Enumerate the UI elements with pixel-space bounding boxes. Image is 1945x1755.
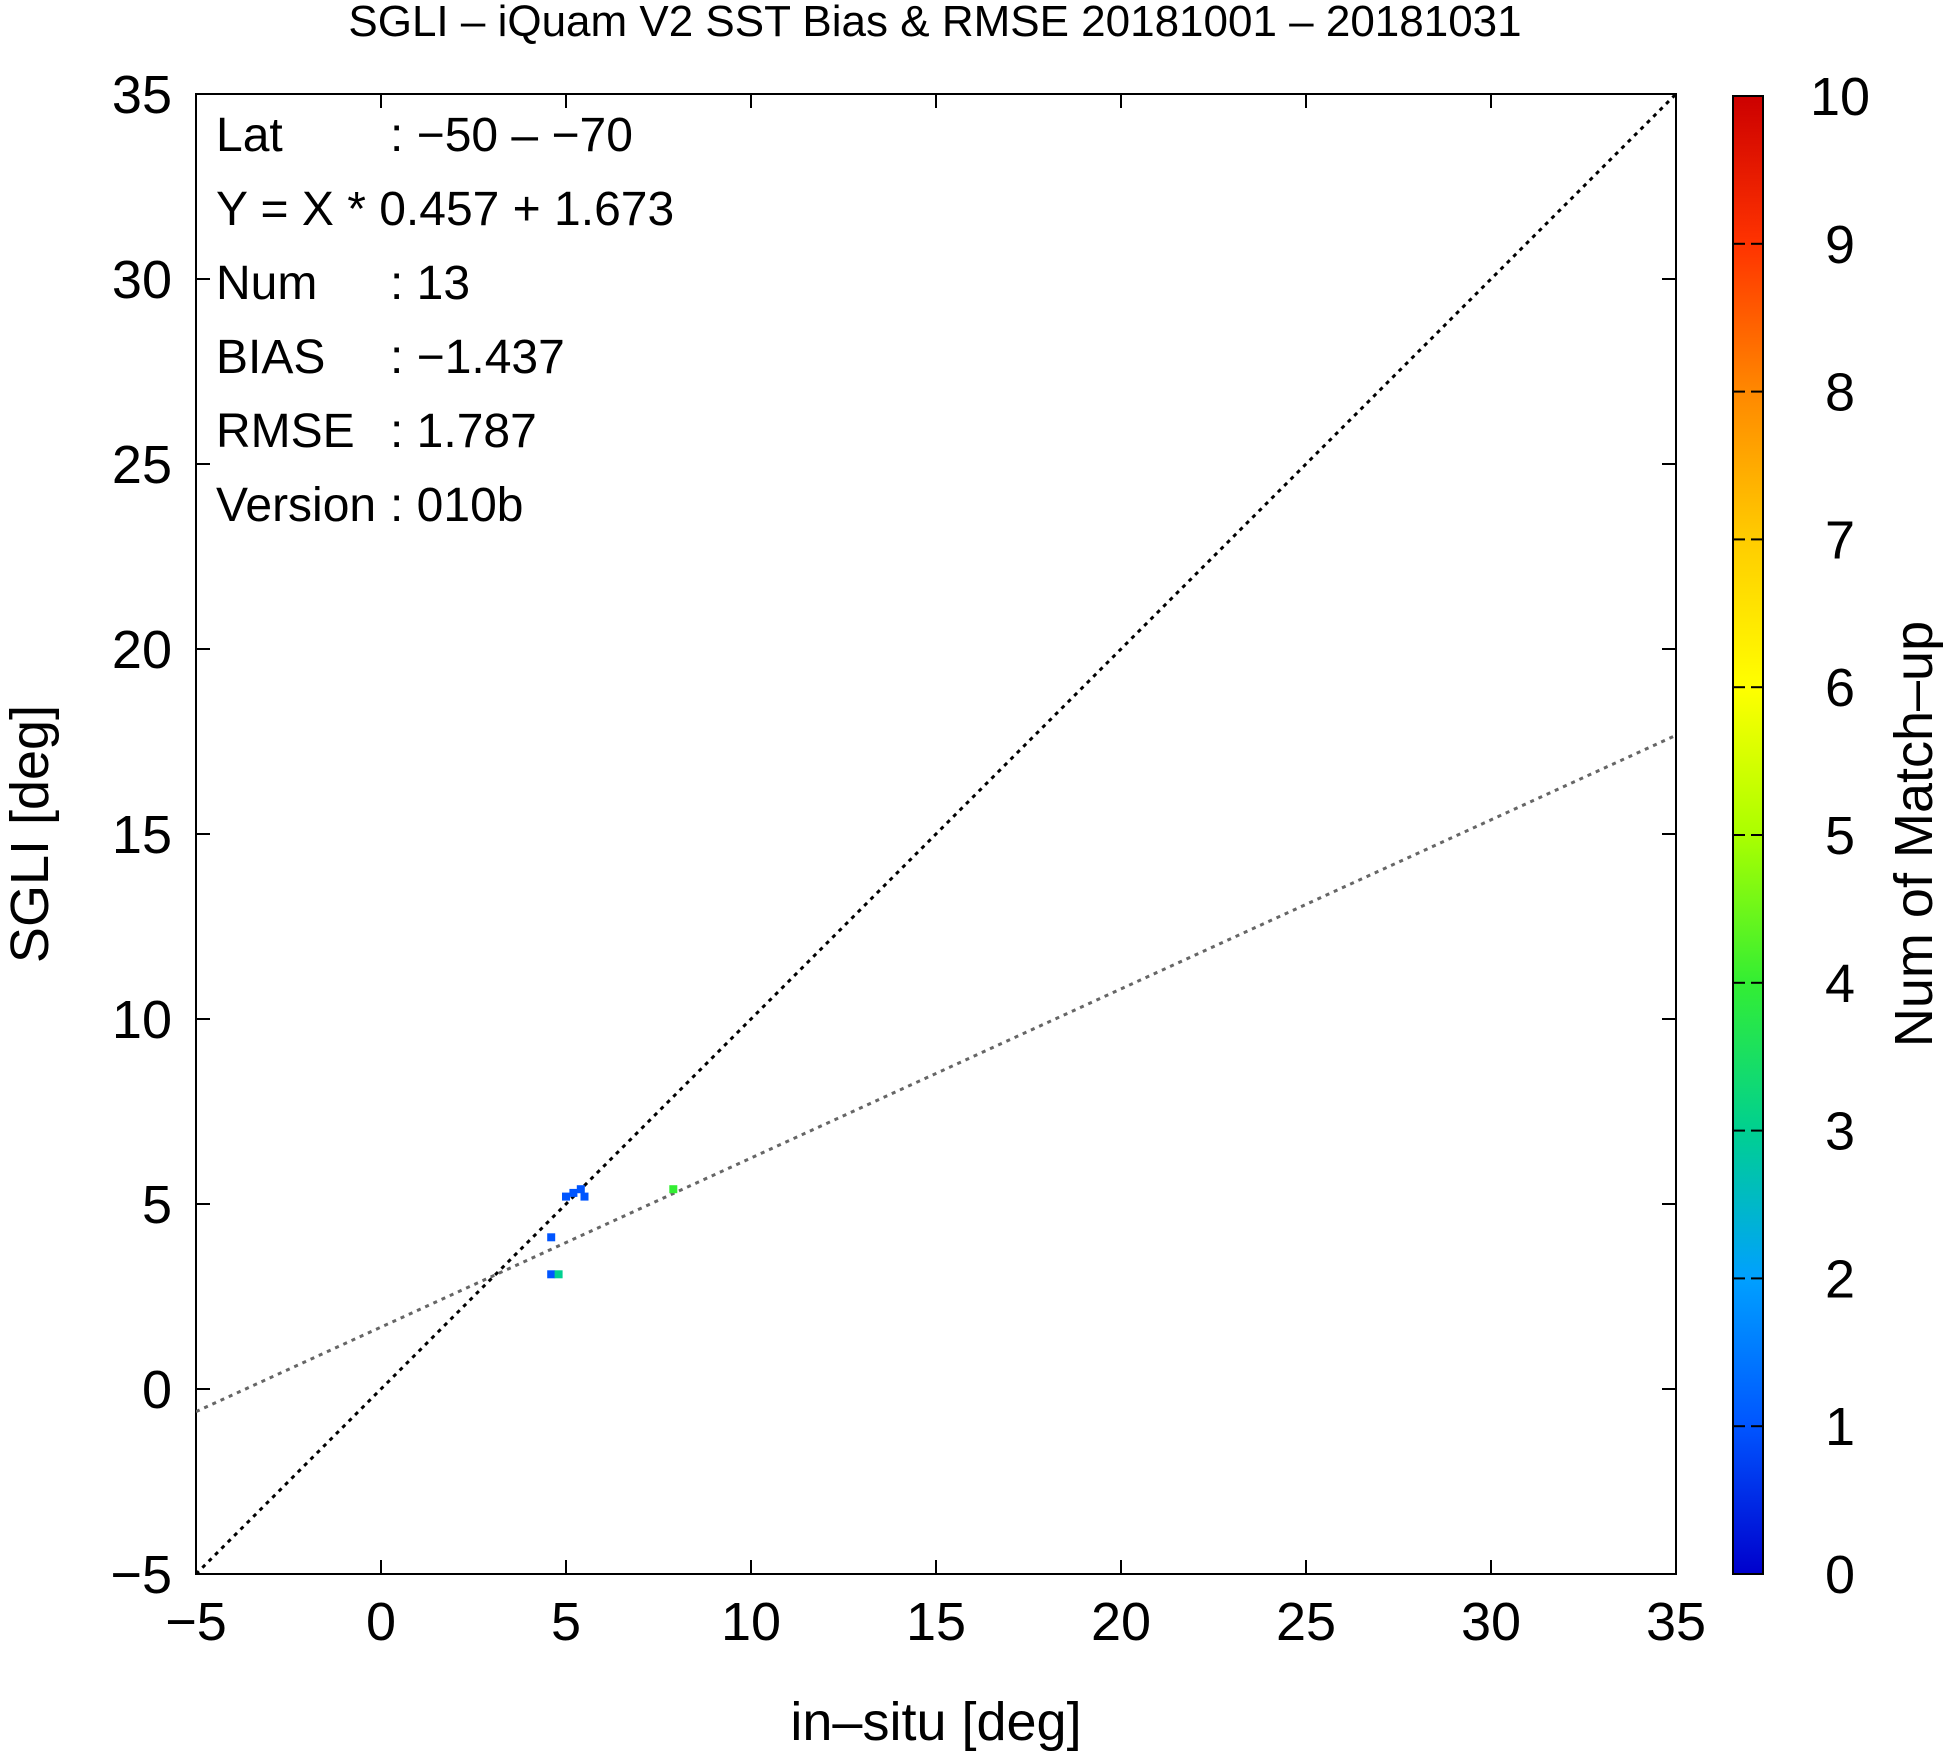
x-axis-label: in–situ [deg] [790,1692,1081,1752]
x-tick-label: 0 [366,1592,396,1652]
data-point [547,1270,556,1279]
x-tick-label: 25 [1276,1592,1336,1652]
x-axis-ticks: −5 0 5 10 15 20 25 30 35 [165,94,1706,1652]
stat-value: : 13 [390,257,470,310]
colorbar-tick-label: 6 [1825,658,1855,718]
colorbar-tick-label: 1 [1825,1397,1855,1457]
y-tick-label: 35 [112,65,172,125]
colorbar-tick-label: 7 [1825,510,1855,570]
data-point [554,1270,563,1279]
data-point [580,1192,589,1201]
x-tick-label: 15 [906,1592,966,1652]
y-tick-label: 25 [112,435,172,495]
data-points [547,1185,678,1279]
colorbar-label: Num of Match–up [1884,621,1944,1047]
data-point [576,1185,585,1194]
stat-key: Lat [216,109,283,162]
stat-key: Version [216,479,376,532]
y-tick-label: −5 [110,1545,172,1605]
statistics-box: Lat : −50 – −70 Y = X * 0.457 + 1.673 Num : … [216,109,674,532]
data-point [562,1192,570,1201]
data-point [669,1185,678,1194]
y-tick-label: 0 [142,1360,172,1420]
colorbar-tick-label: 4 [1825,954,1855,1014]
colorbar-tick-label: 9 [1825,215,1855,275]
stat-value: : −1.437 [390,331,565,384]
data-point [569,1188,578,1197]
regression-line [196,733,1676,1414]
stat-value: : 010b [390,479,523,532]
y-tick-label: 5 [142,1175,172,1235]
x-tick-label: 10 [721,1592,781,1652]
x-tick-label: 30 [1461,1592,1521,1652]
colorbar-tick-label: 10 [1810,67,1870,127]
colorbar-tick-label: 5 [1825,806,1855,866]
colorbar-ticks: 0 1 2 3 4 5 6 7 8 9 10 [1733,67,1870,1605]
y-axis-label: SGLI [deg] [0,705,60,963]
stat-key: BIAS [216,331,325,384]
y-tick-label: 15 [112,805,172,865]
identity-line [196,94,1676,1574]
y-tick-label: 30 [112,250,172,310]
colorbar: 0 1 2 3 4 5 6 7 8 9 10 Num of Match–up [1732,67,1944,1605]
colorbar-tick-label: 2 [1825,1249,1855,1309]
stat-key: Y = X * 0.457 + 1.673 [216,183,674,236]
x-tick-label: 20 [1091,1592,1151,1652]
colorbar-tick-label: 3 [1825,1102,1855,1162]
stat-key: RMSE [216,405,355,458]
stat-key: Num [216,257,317,310]
x-tick-label: 5 [551,1592,581,1652]
y-tick-label: 20 [112,620,172,680]
colorbar-tick-label: 0 [1825,1545,1855,1605]
x-tick-label: 35 [1646,1592,1706,1652]
y-tick-label: 10 [112,990,172,1050]
stat-value: : −50 – −70 [390,109,633,162]
x-tick-label: −5 [165,1592,227,1652]
y-axis-ticks: −5 0 5 10 15 20 25 30 35 [110,65,1676,1605]
chart-title: SGLI – iQuam V2 SST Bias & RMSE 20181001… [348,0,1521,46]
stat-value: : 1.787 [390,405,537,458]
colorbar-tick-label: 8 [1825,363,1855,423]
data-point [547,1233,556,1242]
